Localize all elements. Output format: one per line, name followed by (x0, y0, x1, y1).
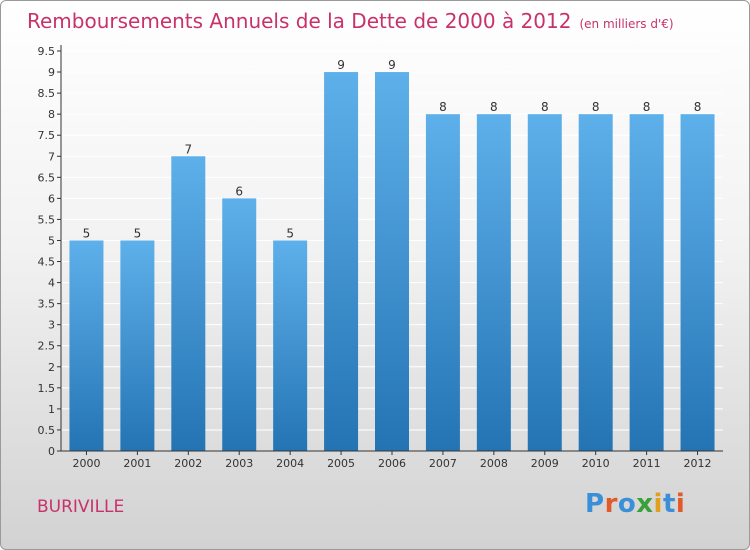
data-label-2003: 6 (235, 184, 243, 198)
bar-2007 (425, 114, 460, 451)
x-tick-label: 2007 (429, 457, 457, 470)
data-label-2005: 9 (337, 58, 345, 72)
x-tick-label: 2012 (684, 457, 712, 470)
x-tick-label: 2002 (174, 457, 202, 470)
x-tick-label: 2005 (327, 457, 355, 470)
data-label-2010: 8 (592, 100, 600, 114)
y-tick-label: 5.5 (38, 213, 56, 226)
x-tick-label: 2011 (633, 457, 661, 470)
y-tick-label: 7 (48, 150, 55, 163)
bar-2000 (69, 240, 104, 451)
bar-2006 (375, 72, 409, 451)
bar-2008 (476, 114, 511, 451)
x-tick-label: 2009 (531, 457, 559, 470)
commune-name: BURIVILLE (37, 497, 125, 517)
x-tick-label: 2000 (72, 457, 100, 470)
y-tick-label: 7.5 (38, 129, 56, 142)
bar-2002 (171, 156, 206, 451)
y-tick-label: 8.5 (38, 87, 56, 100)
x-tick-label: 2004 (276, 457, 304, 470)
data-label-2002: 7 (184, 142, 192, 156)
bar-2001 (120, 240, 155, 451)
logo-letter: t (662, 489, 676, 519)
bar-2004 (273, 240, 308, 451)
bar-2005 (324, 72, 359, 451)
logo-letter: x (636, 489, 654, 519)
y-tick-label: 9.5 (38, 45, 56, 58)
logo-letter: i (675, 489, 686, 519)
x-tick-label: 2001 (123, 457, 151, 470)
bar-2012 (680, 114, 715, 451)
y-tick-label: 1 (48, 403, 55, 416)
bar-2011 (629, 114, 664, 451)
logo-letter: i (653, 489, 663, 519)
chart-title-main: Remboursements Annuels de la Dette de 20… (27, 9, 572, 33)
axes: 0 0.5 1 1.5 2 2.5 3 3.5 4 4.5 5 5.5 6 6.5 7 7.5 8 8.5 9 9.5… (38, 45, 723, 470)
chart-title: Remboursements Annuels de la Dette de 20… (27, 9, 674, 33)
y-tick-label: 3 (48, 319, 55, 332)
y-tick-label: 8 (48, 108, 55, 121)
y-tick-label: 2.5 (38, 340, 56, 353)
data-label-2012: 8 (694, 100, 702, 114)
chart-title-unit: (en milliers d'€) (579, 17, 674, 31)
data-label-2007: 8 (439, 100, 447, 114)
x-tick-label: 2008 (480, 457, 508, 470)
data-label-2009: 8 (541, 100, 549, 114)
y-tick-label: 9 (48, 66, 55, 79)
y-tick-label: 6.5 (38, 171, 56, 184)
proxiti-logo: Proxiti (585, 489, 685, 519)
x-tick-label: 2010 (582, 457, 610, 470)
logo-letter: r (604, 489, 618, 519)
x-tick-label: 2006 (378, 457, 406, 470)
data-label-2006: 9 (388, 58, 396, 72)
bar-2010 (578, 114, 613, 451)
y-tick-label: 4.5 (38, 256, 56, 269)
y-tick-label: 6 (48, 192, 55, 205)
y-tick-label: 0.5 (38, 424, 56, 437)
data-label-2011: 8 (643, 100, 651, 114)
logo-letter: P (585, 489, 605, 519)
y-tick-label: 0 (48, 445, 55, 458)
data-labels: 5 5 7 6 5 9 9 8 8 8 8 8 8 (83, 58, 702, 240)
data-label-2008: 8 (490, 100, 498, 114)
bar-2003 (222, 198, 257, 451)
y-tick-label: 2 (48, 361, 55, 374)
x-tick-label: 2003 (225, 457, 253, 470)
bar-2009 (527, 114, 562, 451)
y-tick-label: 5 (48, 234, 55, 247)
bars (69, 72, 715, 451)
data-label-2001: 5 (134, 226, 142, 240)
data-label-2004: 5 (286, 226, 294, 240)
y-tick-label: 4 (48, 277, 55, 290)
y-tick-label: 1.5 (38, 382, 56, 395)
y-tick-label: 3.5 (38, 298, 56, 311)
logo-letter: o (617, 489, 637, 519)
data-label-2000: 5 (83, 226, 91, 240)
